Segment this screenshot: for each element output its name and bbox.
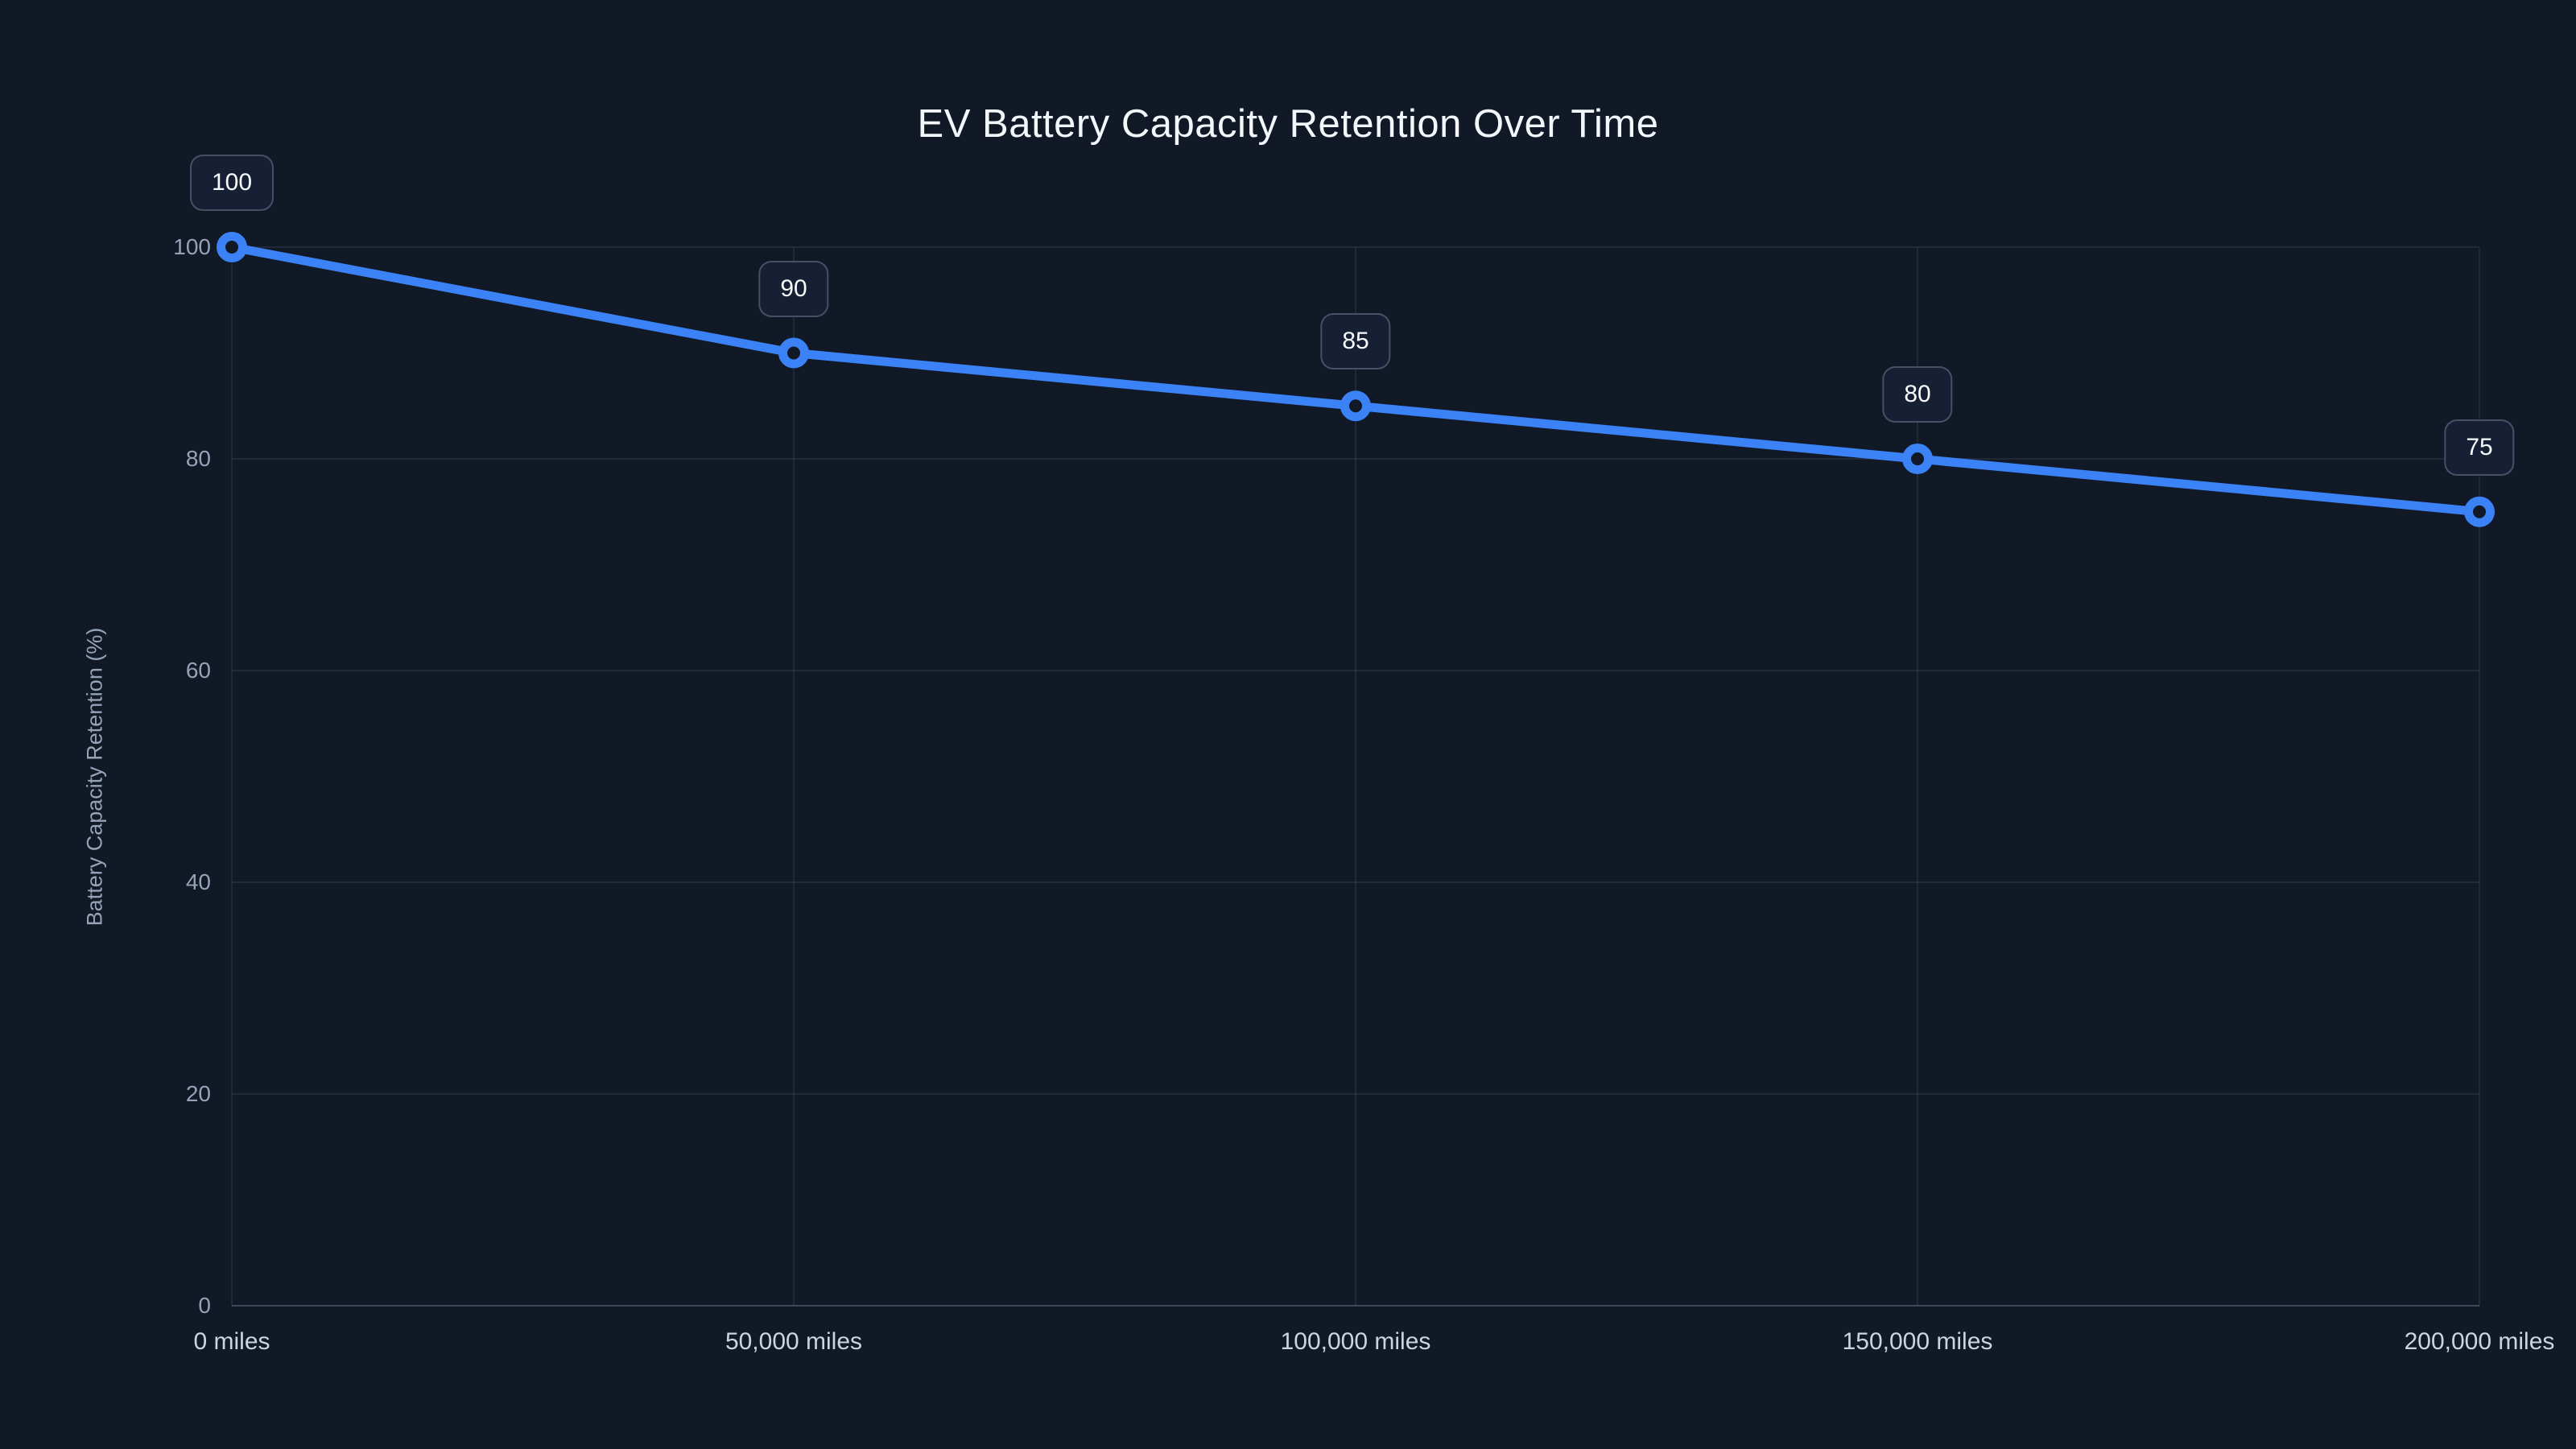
x-axis-tick-label: 0 miles	[193, 1328, 270, 1355]
horizontal-gridline	[232, 458, 2479, 460]
y-axis-tick-label: 60	[185, 658, 211, 683]
data-point-label-badge: 80	[1882, 366, 1953, 423]
y-axis-tick-label: 100	[173, 234, 211, 259]
x-axis-tick-label: 150,000 miles	[1842, 1328, 1993, 1355]
horizontal-gridline	[232, 670, 2479, 671]
y-axis-tick-label: 0	[198, 1293, 211, 1318]
data-point-marker[interactable]	[1902, 444, 1933, 474]
vertical-gridline	[2479, 247, 2480, 1306]
horizontal-gridline	[232, 881, 2479, 883]
vertical-gridline	[1917, 247, 1918, 1306]
data-point-marker[interactable]	[1340, 390, 1371, 422]
data-point-marker[interactable]	[217, 232, 247, 262]
chart-title: EV Battery Capacity Retention Over Time	[917, 102, 1659, 146]
horizontal-gridline	[232, 1093, 2479, 1095]
data-point-marker[interactable]	[778, 337, 809, 369]
y-axis-tick-label: 40	[185, 869, 211, 894]
y-axis-tick-label: 20	[185, 1081, 211, 1106]
data-point-label-badge: 85	[1320, 313, 1391, 370]
vertical-gridline	[231, 247, 233, 1306]
data-point-label-badge: 75	[2444, 419, 2515, 476]
vertical-gridline	[793, 247, 795, 1306]
data-point-label-badge: 90	[758, 260, 829, 317]
data-point-marker[interactable]	[2464, 496, 2495, 527]
y-axis-tick-label: 80	[185, 446, 211, 471]
x-axis-line	[232, 1305, 2479, 1307]
data-point-label-badge: 100	[189, 155, 275, 211]
x-axis-tick-label: 200,000 miles	[2404, 1328, 2555, 1355]
vertical-gridline	[1355, 247, 1356, 1306]
x-axis-tick-label: 100,000 miles	[1280, 1328, 1431, 1355]
horizontal-gridline	[232, 246, 2479, 248]
series-line	[227, 242, 2484, 517]
x-axis-tick-label: 50,000 miles	[724, 1328, 863, 1355]
